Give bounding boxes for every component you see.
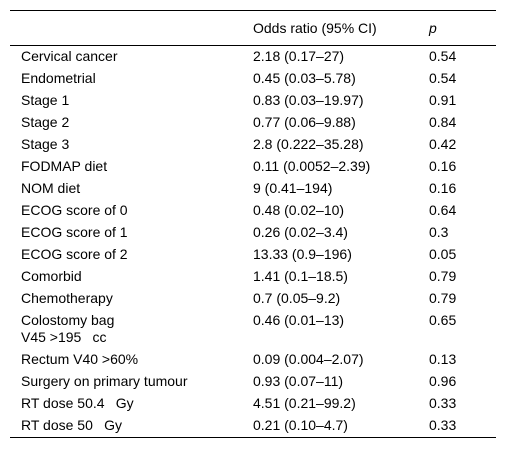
row-odds-ratio: 2.8 (0.222–35.28) <box>253 136 364 152</box>
row-p-value: 0.65 <box>429 312 457 328</box>
row-p-value: 0.96 <box>429 373 457 389</box>
header-variable <box>10 11 253 46</box>
row-odds-ratio: 0.09 (0.004–2.07) <box>253 351 364 367</box>
row-label: Chemotherapy <box>21 290 113 306</box>
row-label: Surgery on primary tumour <box>21 373 188 389</box>
table-row: ECOG score of 0 0.48 (0.02–10) 0.64 <box>10 200 496 222</box>
table-row: Comorbid 1.41 (0.1–18.5) 0.79 <box>10 266 496 288</box>
header-odds-ratio: Odds ratio (95% CI) <box>253 19 377 36</box>
table-row: RT dose 50.4 Gy 4.51 (0.21–99.2) 0.33 <box>10 393 496 415</box>
row-label-cell: Colostomy bag V45 >195 cc <box>10 310 253 349</box>
row-label: Stage 2 <box>21 114 70 130</box>
row-label: RT dose 50 Gy <box>21 417 122 433</box>
row-label: ECOG score of 1 <box>21 224 128 240</box>
row-label: FODMAP diet <box>21 158 108 174</box>
row-p-value: 0.33 <box>429 395 457 411</box>
row-odds-ratio: 0.93 (0.07–11) <box>253 373 344 389</box>
row-odds-ratio: 4.51 (0.21–99.2) <box>253 395 356 411</box>
row-p-value: 0.79 <box>429 290 457 306</box>
table-row: Stage 2 0.77 (0.06–9.88) 0.84 <box>10 112 496 134</box>
table-row: Colostomy bag V45 >195 cc 0.46 (0.01–13)… <box>10 310 496 349</box>
row-odds-ratio: 0.46 (0.01–13) <box>253 312 345 328</box>
row-odds-ratio: 2.18 (0.17–27) <box>253 48 345 64</box>
row-sublabel: V45 >195 cc <box>21 329 107 345</box>
table-row: NOM diet 9 (0.41–194) 0.16 <box>10 178 496 200</box>
row-odds-ratio: 0.26 (0.02–3.4) <box>253 224 348 240</box>
table-header: Odds ratio (95% CI) p <box>10 10 496 46</box>
row-odds-ratio: 9 (0.41–194) <box>253 180 333 196</box>
row-label: Comorbid <box>21 268 82 284</box>
row-label: Cervical cancer <box>21 48 118 64</box>
row-label: ECOG score of 0 <box>21 202 128 218</box>
row-p-value: 0.13 <box>429 351 457 367</box>
row-label: NOM diet <box>21 180 81 196</box>
row-odds-ratio: 0.83 (0.03–19.97) <box>253 92 364 108</box>
row-label: Rectum V40 >60% <box>21 351 139 367</box>
row-label: Endometrial <box>21 70 96 86</box>
table-row: Stage 1 0.83 (0.03–19.97) 0.91 <box>10 90 496 112</box>
row-label: Stage 3 <box>21 136 70 152</box>
header-row: Odds ratio (95% CI) p <box>10 10 496 46</box>
row-odds-ratio: 0.7 (0.05–9.2) <box>253 290 341 306</box>
table-row: RT dose 50 Gy 0.21 (0.10–4.7) 0.33 <box>10 415 496 438</box>
row-p-value: 0.91 <box>429 92 457 108</box>
odds-ratio-table-container: Odds ratio (95% CI) p Cervical cancer 2.… <box>10 10 496 438</box>
row-p-value: 0.3 <box>429 224 449 240</box>
header-p-value: p <box>429 19 437 36</box>
row-odds-ratio: 1.41 (0.1–18.5) <box>253 268 348 284</box>
row-p-value: 0.16 <box>429 180 457 196</box>
row-odds-ratio: 13.33 (0.9–196) <box>253 246 352 262</box>
row-odds-ratio: 0.11 (0.0052–2.39) <box>253 158 371 174</box>
row-p-value: 0.05 <box>429 246 457 262</box>
table-row: Endometrial 0.45 (0.03–5.78) 0.54 <box>10 68 496 90</box>
table-row: ECOG score of 2 13.33 (0.9–196) 0.05 <box>10 244 496 266</box>
table-row: Rectum V40 >60% 0.09 (0.004–2.07) 0.13 <box>10 349 496 371</box>
row-odds-ratio: 0.48 (0.02–10) <box>253 202 345 218</box>
row-p-value: 0.54 <box>429 48 457 64</box>
row-p-value: 0.84 <box>429 114 457 130</box>
row-p-value: 0.16 <box>429 158 457 174</box>
odds-ratio-table: Odds ratio (95% CI) p Cervical cancer 2.… <box>10 10 496 438</box>
row-label: RT dose 50.4 Gy <box>21 395 134 411</box>
table-row: Stage 3 2.8 (0.222–35.28) 0.42 <box>10 134 496 156</box>
table-row: ECOG score of 1 0.26 (0.02–3.4) 0.3 <box>10 222 496 244</box>
row-odds-ratio: 0.45 (0.03–5.78) <box>253 70 356 86</box>
table-row: FODMAP diet 0.11 (0.0052–2.39) 0.16 <box>10 156 496 178</box>
row-label: Colostomy bag <box>21 312 115 328</box>
row-p-value: 0.79 <box>429 268 457 284</box>
row-p-value: 0.33 <box>429 417 457 433</box>
row-p-value: 0.54 <box>429 70 457 86</box>
table-row: Chemotherapy 0.7 (0.05–9.2) 0.79 <box>10 288 496 310</box>
row-odds-ratio: 0.21 (0.10–4.7) <box>253 417 348 433</box>
row-label: ECOG score of 2 <box>21 246 128 262</box>
row-odds-ratio: 0.77 (0.06–9.88) <box>253 114 356 130</box>
table-body: Cervical cancer 2.18 (0.17–27) 0.54 Endo… <box>10 46 496 438</box>
row-p-value: 0.42 <box>429 136 457 152</box>
row-p-value: 0.64 <box>429 202 457 218</box>
row-label: Stage 1 <box>21 92 70 108</box>
table-row: Surgery on primary tumour 0.93 (0.07–11)… <box>10 371 496 393</box>
table-row: Cervical cancer 2.18 (0.17–27) 0.54 <box>10 46 496 69</box>
